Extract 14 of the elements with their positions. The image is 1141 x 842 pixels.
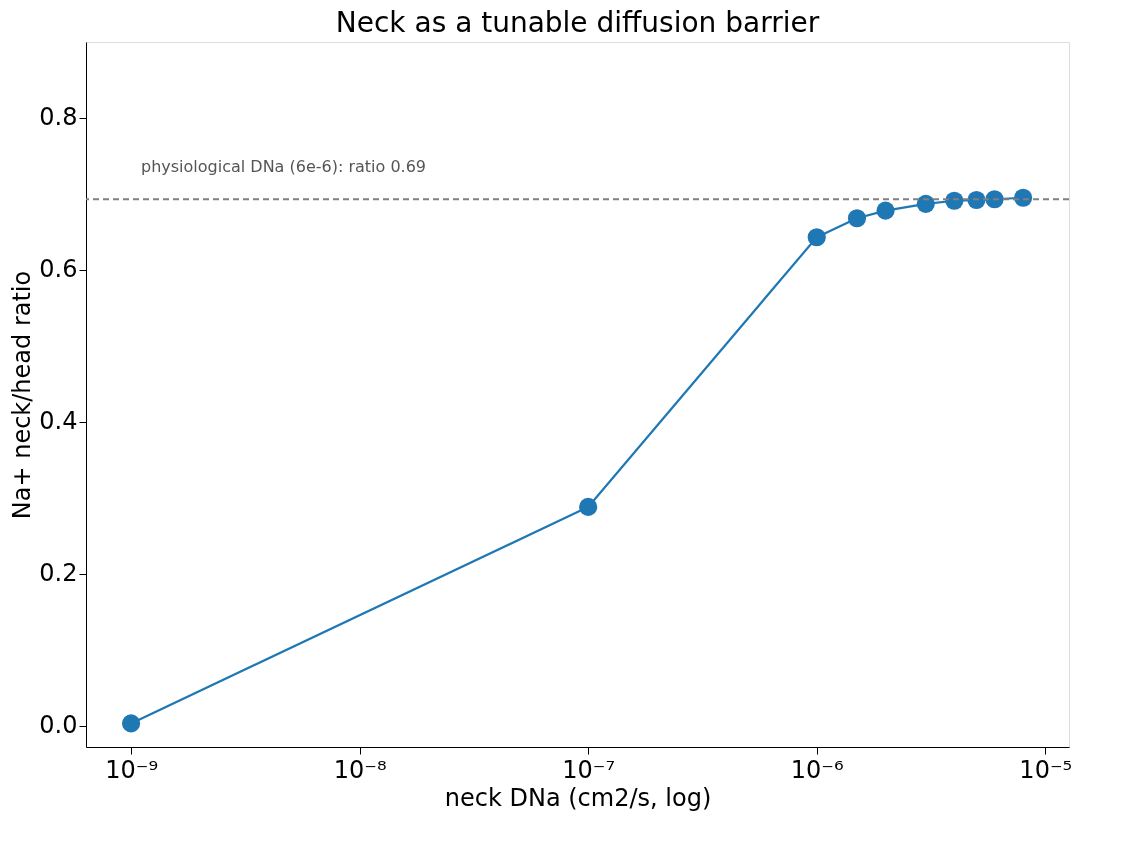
x-axis-title: neck DNa (cm2/s, log): [444, 783, 712, 812]
y-tick-label: 0.6: [39, 255, 78, 284]
y-tick-label: 0.2: [39, 559, 78, 588]
x-tick-label: 10⁻⁶: [790, 755, 844, 784]
y-axis-title: Na+ neck/head ratio: [8, 270, 37, 520]
y-tick-label: 0.0: [39, 711, 78, 740]
y-tick-label: 0.8: [39, 103, 78, 132]
x-tick-label: 10⁻⁸: [333, 755, 387, 784]
x-tick-label: 10⁻⁷: [562, 755, 616, 784]
y-tick-label: 0.4: [39, 407, 78, 436]
annotation: physiological DNa (6e-6): ratio 0.69: [141, 157, 427, 176]
x-tick-label: 10⁻⁹: [105, 755, 158, 784]
x-tick-label: 10⁻⁵: [1019, 755, 1073, 784]
chart-title: Neck as a tunable diffusion barrier: [335, 6, 820, 39]
